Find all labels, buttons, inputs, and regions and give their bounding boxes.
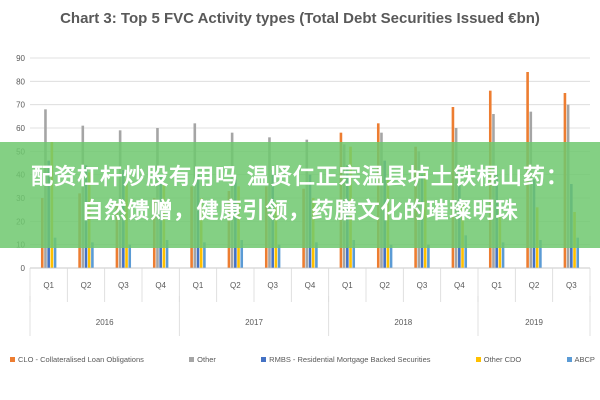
legend: CLO - Collateralised Loan Obligations Oth… (10, 352, 595, 366)
x-tick-label: Q2 (379, 281, 390, 290)
x-tick-label: Q4 (454, 281, 465, 290)
x-tick-label: Q1 (193, 281, 204, 290)
x-tick-label: Q2 (529, 281, 540, 290)
legend-entry: CLO - Collateralised Loan Obligations (10, 355, 144, 364)
bar (352, 240, 356, 268)
bar (240, 240, 244, 268)
y-tick-label: 0 (21, 264, 26, 273)
bar (427, 244, 430, 268)
legend-swatch (189, 356, 195, 362)
x-tick-label: Q2 (230, 281, 241, 290)
x-group-label: 2016 (96, 318, 114, 327)
bar (576, 237, 580, 268)
x-tick-label: Q3 (267, 281, 278, 290)
bar (539, 240, 542, 268)
x-tick-label: Q1 (43, 281, 54, 290)
legend-entry: Other (189, 355, 216, 364)
legend-entry: Other CDO (475, 354, 522, 364)
legend-swatch (10, 356, 15, 362)
bar (389, 244, 393, 268)
y-tick-label: 80 (16, 77, 25, 86)
x-tick-label: Q1 (491, 281, 502, 290)
legend-label: RMBS - Residential Mortgage Backed Secur… (269, 354, 431, 364)
x-group-label: 2018 (394, 318, 412, 327)
bar (277, 244, 281, 268)
y-tick-label: 70 (16, 101, 25, 110)
bar (203, 242, 206, 268)
legend-entry: RMBS - Residential Mortgage Backed Secur… (261, 354, 431, 364)
x-tick-label: Q2 (81, 281, 92, 290)
y-tick-label: 90 (16, 54, 25, 63)
legend-entry: ABCP (566, 354, 595, 364)
bar (91, 242, 94, 268)
bar (128, 244, 132, 268)
legend-swatch (261, 356, 267, 362)
x-tick-label: Q4 (305, 281, 316, 290)
legend-label: Other CDO (483, 354, 522, 364)
bar (315, 242, 318, 268)
x-axis: Q1 Q2 Q3 Q4 Q1 Q2 Q3 Q4 Q1 Q2 Q3 Q4 Q1 Q2 Q3 2016 2017 20… (29, 267, 591, 336)
overlay-banner[interactable]: 配资杠杆炒股有用吗 温贤仁正宗温县垆土铁棍山药：自然馈赠，健康引领，药膳文化的璀… (0, 142, 600, 248)
legend-swatch (475, 356, 481, 362)
legend-swatch (566, 356, 572, 362)
overlay-banner-text[interactable]: 配资杠杆炒股有用吗 温贤仁正宗温县垆土铁棍山药：自然馈赠，健康引领，药膳文化的璀… (31, 165, 569, 224)
x-tick-label: Q1 (342, 281, 353, 290)
x-tick-label: Q4 (155, 281, 166, 290)
legend-label: ABCP (574, 354, 595, 364)
bar (464, 235, 468, 268)
y-tick-label: 60 (16, 124, 25, 133)
bar (53, 237, 57, 268)
x-tick-label: Q3 (417, 281, 428, 290)
x-group-label: 2017 (245, 318, 263, 327)
x-group-label: 2019 (525, 318, 543, 327)
legend-label: Other (197, 354, 216, 364)
bar (165, 240, 169, 268)
legend-label: CLO - Collateralised Loan Obligations (18, 354, 144, 364)
x-tick-label: Q3 (118, 281, 129, 290)
chart-title: Chart 3: Top 5 FVC Activity types (Total… (60, 10, 540, 27)
x-tick-label: Q3 (566, 281, 577, 290)
bar (501, 242, 505, 268)
